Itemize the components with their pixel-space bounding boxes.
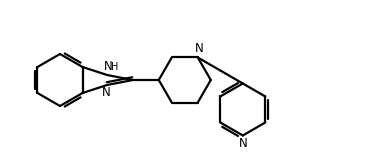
Text: N: N	[195, 42, 203, 55]
Text: H: H	[111, 62, 118, 72]
Text: N: N	[102, 86, 111, 99]
Text: N: N	[238, 137, 247, 151]
Text: N: N	[104, 60, 112, 73]
